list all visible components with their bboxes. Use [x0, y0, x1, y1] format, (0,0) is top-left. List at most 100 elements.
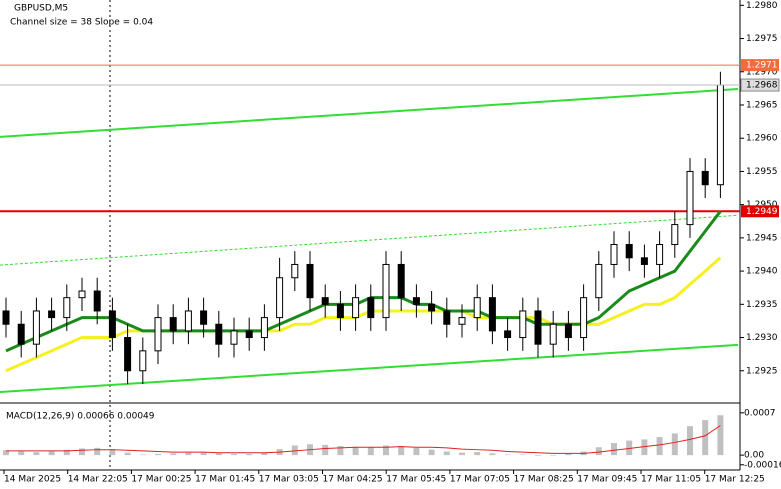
macd-bar	[671, 433, 678, 456]
x-tick-label: 17 Mar 01:45	[195, 475, 255, 485]
channel-middle	[0, 214, 739, 266]
macd-bar	[626, 440, 633, 456]
macd-bar	[155, 453, 161, 456]
candle-body	[245, 330, 253, 339]
macd-bar	[246, 453, 253, 456]
macd-bar	[413, 447, 420, 456]
candle-body	[230, 330, 238, 345]
macd-bar	[611, 443, 617, 456]
candle-body	[640, 257, 648, 265]
macd-bar	[535, 455, 541, 456]
macd-bar	[489, 453, 496, 456]
candle-body	[488, 297, 496, 332]
candle-body	[291, 263, 299, 279]
macd-bar	[428, 449, 435, 456]
macd-bar	[367, 447, 374, 456]
moving-average	[5, 210, 722, 353]
macd-bar	[641, 439, 648, 456]
candle-body	[169, 317, 177, 332]
x-tick-label: 17 Mar 05:45	[386, 475, 446, 485]
macd-bar	[474, 452, 481, 456]
y-tick-label: 1.2940	[746, 267, 778, 277]
macd-bar	[504, 454, 511, 456]
macd-bar	[215, 453, 222, 456]
candle-body	[595, 263, 603, 299]
x-tick-label: 17 Mar 07:05	[450, 475, 510, 485]
y-tick-label: 1.2930	[746, 333, 778, 343]
candle-body	[48, 310, 56, 319]
macd-bar	[383, 445, 389, 456]
macd-bar	[565, 453, 572, 456]
candle-body	[336, 303, 344, 319]
macd-bar	[3, 450, 9, 456]
candle-body	[686, 170, 694, 226]
macd-bar	[291, 445, 298, 456]
candle-body	[352, 297, 360, 319]
candle-body	[412, 297, 420, 305]
macd-bar	[595, 447, 602, 456]
x-tick-label: 14 Mar 22:05	[68, 475, 128, 485]
candle-body	[78, 290, 86, 299]
macd-label: MACD(12,26,9) 0.00066 0.00049	[6, 412, 155, 422]
candle-body	[321, 297, 329, 305]
candle-body	[139, 350, 147, 372]
y-tick-label: 1.2935	[746, 300, 778, 310]
y-tick-label: 1.2970	[746, 67, 778, 77]
candle-body	[580, 297, 588, 339]
macd-bar	[79, 448, 85, 456]
macd-bar	[170, 453, 177, 456]
current-price-box	[740, 78, 780, 92]
candle-body	[428, 303, 436, 312]
candle-body	[656, 244, 664, 265]
macd-bar	[550, 455, 557, 456]
current-price-label: 1.2968	[746, 81, 778, 91]
macd-signal	[6, 425, 721, 454]
macd-tick-label: 0.00	[744, 451, 764, 461]
candle-body	[534, 310, 542, 345]
macd-tick-label: -0.00016	[744, 460, 781, 470]
macd-bar	[687, 426, 693, 456]
candle-body	[519, 310, 527, 339]
candle-body	[625, 244, 633, 259]
macd-bar	[656, 437, 663, 456]
candle-body	[200, 310, 208, 325]
macd-bar	[63, 449, 70, 456]
candle-body	[63, 297, 71, 319]
candle-body	[443, 310, 451, 325]
candle-body	[306, 263, 314, 299]
candle-body	[154, 317, 162, 352]
x-tick-label: 17 Mar 08:25	[514, 475, 574, 485]
x-tick-label: 17 Mar 03:05	[259, 475, 319, 485]
macd-tick-label: 0.0007	[744, 408, 776, 418]
macd-bar	[322, 444, 329, 456]
y-tick-label: 1.2960	[746, 134, 778, 144]
candle-body	[93, 290, 101, 312]
macd-bar	[717, 415, 724, 456]
candle-body	[17, 323, 25, 345]
candle-body	[549, 323, 557, 345]
channel-upper	[0, 88, 739, 138]
candle-body	[397, 263, 405, 299]
macd-bar	[443, 451, 450, 456]
macd-bar	[139, 454, 146, 456]
x-tick-label: 17 Mar 12:25	[705, 475, 765, 485]
price-level-label: 1.2971	[746, 61, 778, 71]
macd-bar	[702, 420, 709, 456]
candle-body	[367, 297, 375, 319]
candle-body	[32, 310, 40, 345]
candle-body	[671, 224, 679, 246]
chart-title: GBPUSD,M5	[14, 4, 68, 14]
candle-body	[716, 84, 724, 186]
x-tick-label: 14 Mar 2025	[4, 475, 61, 485]
price-level-box	[741, 205, 779, 218]
macd-bar	[398, 446, 405, 456]
x-tick-label: 17 Mar 04:25	[323, 475, 383, 485]
x-tick-label: 17 Mar 00:25	[131, 475, 191, 485]
macd-bar	[185, 452, 192, 456]
y-tick-label: 1.2950	[746, 200, 778, 210]
channel-lower	[0, 343, 739, 394]
candle-body	[458, 317, 466, 325]
candle-body	[124, 337, 132, 372]
candle-body	[701, 170, 709, 186]
